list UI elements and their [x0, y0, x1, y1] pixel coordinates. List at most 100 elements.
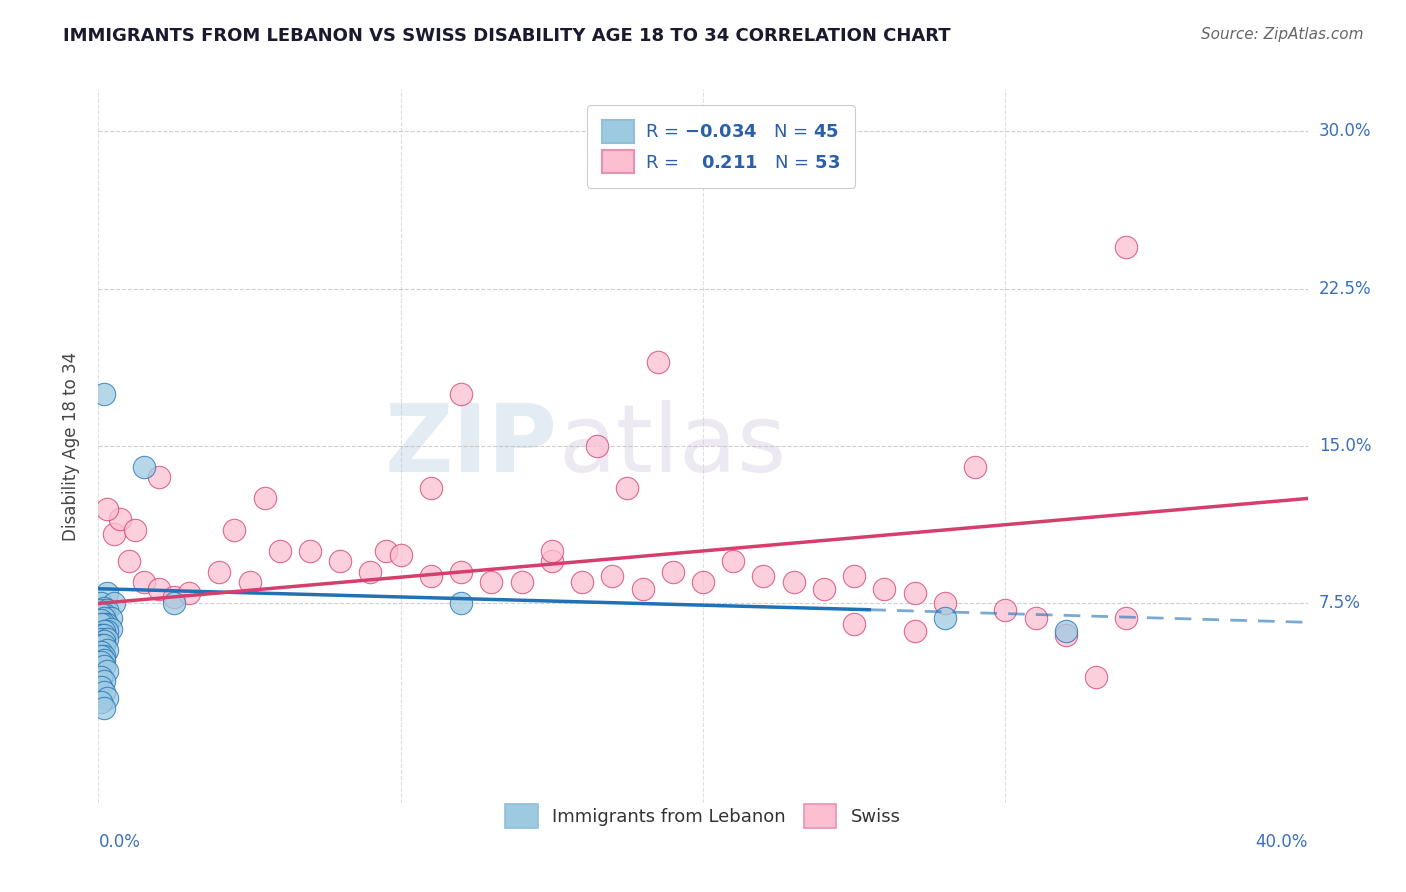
- Point: [93, 684, 115, 698]
- Text: 40.0%: 40.0%: [1256, 833, 1308, 851]
- Point: [90, 607, 112, 621]
- Text: 15.0%: 15.0%: [1319, 437, 1371, 455]
- Point: [844, 617, 866, 632]
- Point: [692, 575, 714, 590]
- Point: [90, 695, 112, 709]
- Point: [163, 596, 186, 610]
- Point: [90, 617, 112, 632]
- Point: [90, 645, 112, 659]
- Point: [90, 632, 112, 646]
- Point: [571, 575, 593, 590]
- Point: [93, 659, 115, 673]
- Point: [586, 439, 609, 453]
- Point: [904, 586, 927, 600]
- Y-axis label: Disability Age 18 to 34: Disability Age 18 to 34: [62, 351, 80, 541]
- Point: [100, 611, 122, 625]
- Point: [93, 386, 115, 401]
- Point: [723, 554, 745, 568]
- Legend: Immigrants from Lebanon, Swiss: Immigrants from Lebanon, Swiss: [496, 796, 910, 837]
- Point: [93, 611, 115, 625]
- Point: [1054, 624, 1077, 638]
- Point: [450, 386, 472, 401]
- Text: IMMIGRANTS FROM LEBANON VS SWISS DISABILITY AGE 18 TO 34 CORRELATION CHART: IMMIGRANTS FROM LEBANON VS SWISS DISABIL…: [63, 27, 950, 45]
- Point: [96, 502, 118, 516]
- Point: [96, 690, 118, 705]
- Text: 7.5%: 7.5%: [1319, 594, 1361, 613]
- Point: [389, 548, 412, 562]
- Point: [783, 575, 806, 590]
- Point: [616, 481, 638, 495]
- Point: [124, 523, 146, 537]
- Point: [208, 565, 231, 579]
- Point: [360, 565, 382, 579]
- Point: [1115, 611, 1137, 625]
- Point: [420, 481, 443, 495]
- Point: [93, 624, 115, 638]
- Point: [934, 596, 956, 610]
- Text: Source: ZipAtlas.com: Source: ZipAtlas.com: [1201, 27, 1364, 42]
- Point: [224, 523, 246, 537]
- Point: [96, 642, 118, 657]
- Point: [450, 596, 472, 610]
- Point: [90, 670, 112, 684]
- Point: [269, 544, 291, 558]
- Text: atlas: atlas: [558, 400, 786, 492]
- Point: [481, 575, 503, 590]
- Point: [239, 575, 262, 590]
- Point: [132, 575, 155, 590]
- Point: [90, 603, 112, 617]
- Point: [540, 554, 562, 568]
- Point: [90, 596, 112, 610]
- Point: [813, 582, 835, 596]
- Point: [450, 565, 472, 579]
- Point: [90, 628, 112, 642]
- Point: [96, 603, 118, 617]
- Point: [647, 355, 669, 369]
- Point: [118, 554, 141, 568]
- Text: ZIP: ZIP: [385, 400, 558, 492]
- Point: [96, 664, 118, 678]
- Point: [540, 544, 562, 558]
- Point: [934, 611, 956, 625]
- Point: [90, 648, 112, 663]
- Point: [96, 624, 118, 638]
- Point: [752, 569, 775, 583]
- Point: [420, 569, 443, 583]
- Point: [93, 648, 115, 663]
- Point: [1115, 239, 1137, 253]
- Point: [93, 653, 115, 667]
- Point: [96, 617, 118, 632]
- Point: [299, 544, 322, 558]
- Point: [93, 607, 115, 621]
- Point: [904, 624, 927, 638]
- Point: [93, 639, 115, 653]
- Point: [994, 603, 1017, 617]
- Point: [163, 590, 186, 604]
- Point: [1054, 628, 1077, 642]
- Point: [253, 491, 276, 506]
- Point: [329, 554, 352, 568]
- Point: [179, 586, 201, 600]
- Text: 0.0%: 0.0%: [98, 833, 141, 851]
- Point: [1085, 670, 1108, 684]
- Point: [93, 674, 115, 689]
- Point: [148, 582, 170, 596]
- Point: [96, 632, 118, 646]
- Point: [103, 527, 125, 541]
- Point: [873, 582, 896, 596]
- Point: [631, 582, 654, 596]
- Point: [93, 701, 115, 715]
- Point: [661, 565, 683, 579]
- Point: [93, 634, 115, 648]
- Point: [374, 544, 396, 558]
- Point: [93, 628, 115, 642]
- Point: [90, 655, 112, 669]
- Point: [602, 569, 624, 583]
- Point: [90, 639, 112, 653]
- Point: [96, 586, 118, 600]
- Point: [93, 617, 115, 632]
- Point: [132, 460, 155, 475]
- Text: 30.0%: 30.0%: [1319, 122, 1371, 140]
- Point: [844, 569, 866, 583]
- Point: [510, 575, 533, 590]
